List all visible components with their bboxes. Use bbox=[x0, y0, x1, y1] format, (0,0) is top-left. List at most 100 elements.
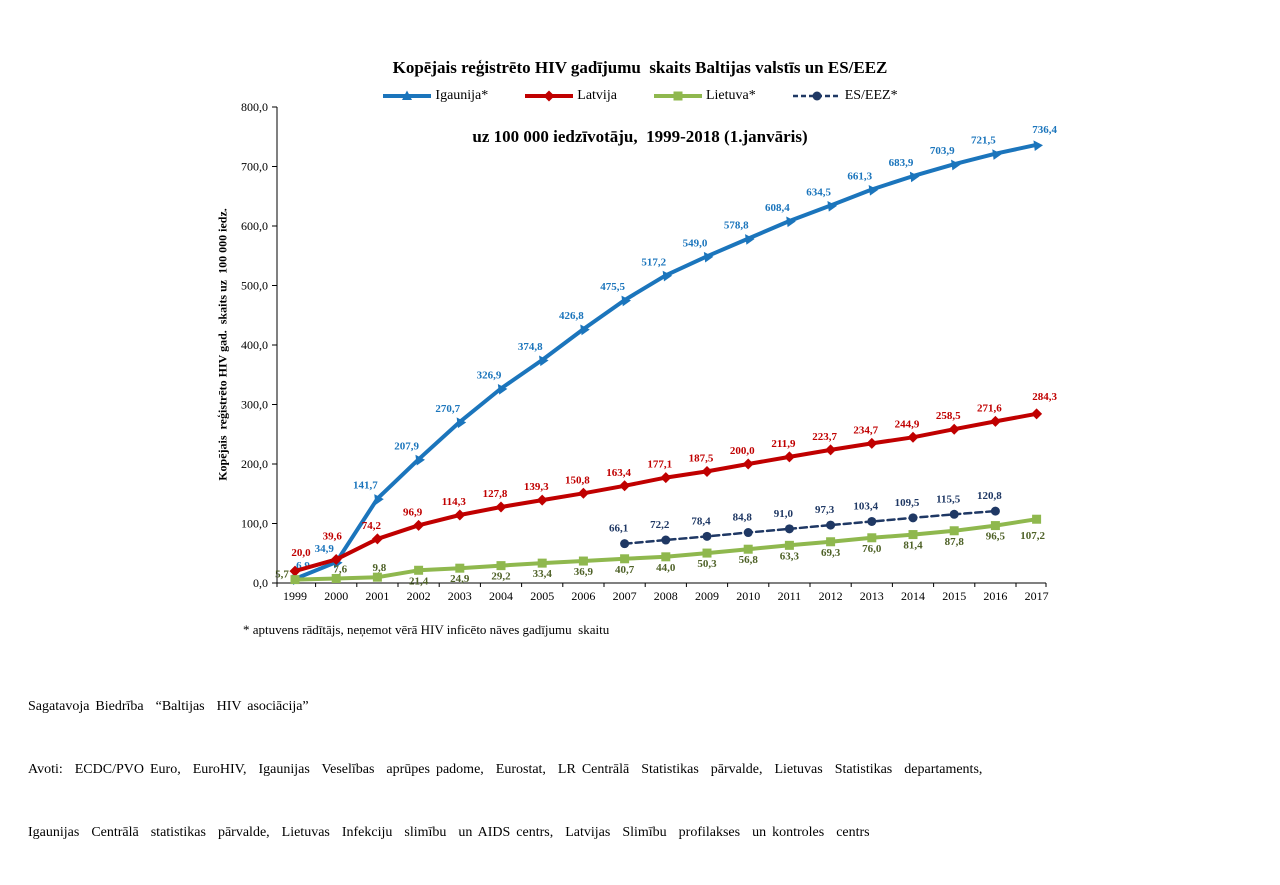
chart-title: Kopējais reģistrēto HIV gadījumu skaits … bbox=[0, 10, 1280, 194]
svg-text:2005: 2005 bbox=[530, 589, 554, 603]
legend-item-lietuva: Lietuva* bbox=[653, 88, 756, 104]
data-label: 97,3 bbox=[815, 504, 835, 516]
svg-text:500,0: 500,0 bbox=[241, 279, 268, 293]
svg-text:2002: 2002 bbox=[407, 589, 431, 603]
data-label: 207,9 bbox=[394, 440, 419, 452]
data-label: 127,8 bbox=[483, 488, 508, 500]
data-label: 20,0 bbox=[291, 547, 311, 559]
data-label: 517,2 bbox=[641, 256, 666, 268]
data-label: 69,3 bbox=[821, 547, 841, 559]
svg-text:2016: 2016 bbox=[983, 589, 1007, 603]
svg-text:2000: 2000 bbox=[324, 589, 348, 603]
data-label: 5,7 bbox=[275, 569, 289, 581]
legend: Igaunija* Latvija Lietuva* ES/EEZ* bbox=[60, 88, 1220, 104]
series-lietuva: 5,7 7,6 9,8 21,4 24,9 29,2 33,4 36,9 40,7 44,0 50,… bbox=[275, 514, 1045, 587]
data-label: 721,5 bbox=[971, 135, 996, 147]
x-axis-ticks: 1999 2000 2001 2002 2003 2004 2005 2006 2007 2008… bbox=[276, 583, 1049, 603]
data-label: 139,3 bbox=[524, 481, 549, 493]
data-label: 103,4 bbox=[853, 501, 878, 513]
sources-line-1: Avoti: ECDC/PVO Euro, EuroHIV, Igaunijas… bbox=[28, 762, 983, 777]
series-eseez: 66,1 72,2 78,4 84,8 91,0 97,3 103,4 109,5 115,5 1… bbox=[609, 490, 1002, 549]
legend-label: ES/EEZ* bbox=[844, 88, 898, 103]
svg-text:2011: 2011 bbox=[778, 589, 802, 603]
legend-item-eseez: ES/EEZ* bbox=[792, 88, 898, 104]
data-label: 36,9 bbox=[574, 566, 594, 578]
axes bbox=[276, 107, 1046, 584]
legend-item-latvija: Latvija bbox=[524, 88, 617, 104]
data-label: 56,8 bbox=[739, 554, 759, 566]
data-label: 107,2 bbox=[1020, 530, 1045, 542]
data-label: 244,9 bbox=[895, 418, 920, 430]
data-label: 114,3 bbox=[442, 496, 467, 508]
svg-text:2008: 2008 bbox=[654, 589, 678, 603]
svg-text:2007: 2007 bbox=[613, 589, 637, 603]
svg-text:300,0: 300,0 bbox=[241, 398, 268, 412]
data-label: 39,6 bbox=[323, 530, 343, 542]
data-label: 270,7 bbox=[435, 403, 460, 415]
circle-marker-icon bbox=[792, 91, 841, 101]
svg-text:2015: 2015 bbox=[942, 589, 966, 603]
svg-text:2013: 2013 bbox=[860, 589, 884, 603]
data-label: 72,2 bbox=[650, 519, 670, 531]
svg-text:200,0: 200,0 bbox=[241, 457, 268, 471]
data-label: 115,5 bbox=[936, 493, 961, 505]
data-label: 141,7 bbox=[353, 480, 378, 492]
svg-text:2010: 2010 bbox=[736, 589, 760, 603]
data-label: 163,4 bbox=[606, 467, 631, 479]
data-label: 29,2 bbox=[491, 571, 511, 583]
legend-label: Latvija bbox=[577, 88, 617, 103]
data-label: 120,8 bbox=[977, 490, 1002, 502]
data-label: 284,3 bbox=[1032, 391, 1057, 403]
chart-title-line2: uz 100 000 iedzīvotāju, 1999-2018 (1.jan… bbox=[472, 127, 808, 146]
square-marker-icon bbox=[653, 91, 702, 101]
data-label: 211,9 bbox=[771, 438, 796, 450]
data-label: 91,0 bbox=[774, 508, 794, 520]
data-label: 24,9 bbox=[450, 573, 470, 585]
data-label: 81,4 bbox=[903, 540, 923, 552]
data-label: 50,3 bbox=[697, 558, 717, 570]
data-label: 187,5 bbox=[689, 452, 714, 464]
svg-text:700,0: 700,0 bbox=[241, 160, 268, 174]
data-label: 234,7 bbox=[853, 424, 878, 436]
legend-label: Igaunija* bbox=[435, 88, 489, 103]
data-label: 44,0 bbox=[656, 562, 676, 574]
data-label: 703,9 bbox=[930, 145, 955, 157]
data-label: 326,9 bbox=[477, 370, 502, 382]
svg-text:2009: 2009 bbox=[695, 589, 719, 603]
data-label: 634,5 bbox=[806, 187, 831, 199]
data-label: 549,0 bbox=[683, 237, 708, 249]
data-label: 21,4 bbox=[409, 575, 429, 587]
data-label: 34,9 bbox=[315, 543, 335, 555]
sources-line-2: Igaunijas Centrālā statistikas pārvalde,… bbox=[28, 825, 870, 840]
data-label: 258,5 bbox=[936, 410, 961, 422]
chart-title-line1: Kopējais reģistrēto HIV gadījumu skaits … bbox=[392, 58, 888, 77]
data-label: 475,5 bbox=[600, 281, 625, 293]
svg-text:0,0: 0,0 bbox=[253, 576, 268, 590]
y-axis-ticks: 0,0 100,0 200,0 300,0 400,0 500,0 600,0 700,0 80… bbox=[241, 100, 277, 590]
data-label: 683,9 bbox=[889, 157, 914, 169]
data-label: 33,4 bbox=[533, 568, 553, 580]
data-label: 223,7 bbox=[812, 431, 837, 443]
data-label: 661,3 bbox=[847, 171, 872, 183]
credits: Sagatavoja Biedrība “Baltijas HIV asociā… bbox=[28, 654, 1272, 885]
data-label: 40,7 bbox=[615, 564, 635, 576]
svg-text:2017: 2017 bbox=[1025, 589, 1049, 603]
data-label: 374,8 bbox=[518, 341, 543, 353]
data-label: 177,1 bbox=[647, 459, 672, 471]
svg-text:100,0: 100,0 bbox=[241, 517, 268, 531]
y-axis-title: Kopējais reģistrēto HIV gad. skaits uz 1… bbox=[215, 208, 230, 481]
svg-text:2001: 2001 bbox=[365, 589, 389, 603]
svg-text:800,0: 800,0 bbox=[241, 100, 268, 114]
data-label: 109,5 bbox=[895, 497, 920, 509]
svg-text:600,0: 600,0 bbox=[241, 219, 268, 233]
diamond-marker-icon bbox=[525, 90, 574, 102]
data-label: 578,8 bbox=[724, 220, 749, 232]
legend-label: Lietuva* bbox=[705, 88, 756, 103]
svg-text:1999: 1999 bbox=[283, 589, 307, 603]
svg-text:400,0: 400,0 bbox=[241, 338, 268, 352]
data-label: 96,5 bbox=[986, 531, 1006, 543]
data-label: 63,3 bbox=[780, 550, 800, 562]
data-label: 66,1 bbox=[609, 523, 628, 535]
data-label: 96,9 bbox=[403, 506, 423, 518]
prepared-by-line: Sagatavoja Biedrība “Baltijas HIV asociā… bbox=[28, 699, 309, 714]
